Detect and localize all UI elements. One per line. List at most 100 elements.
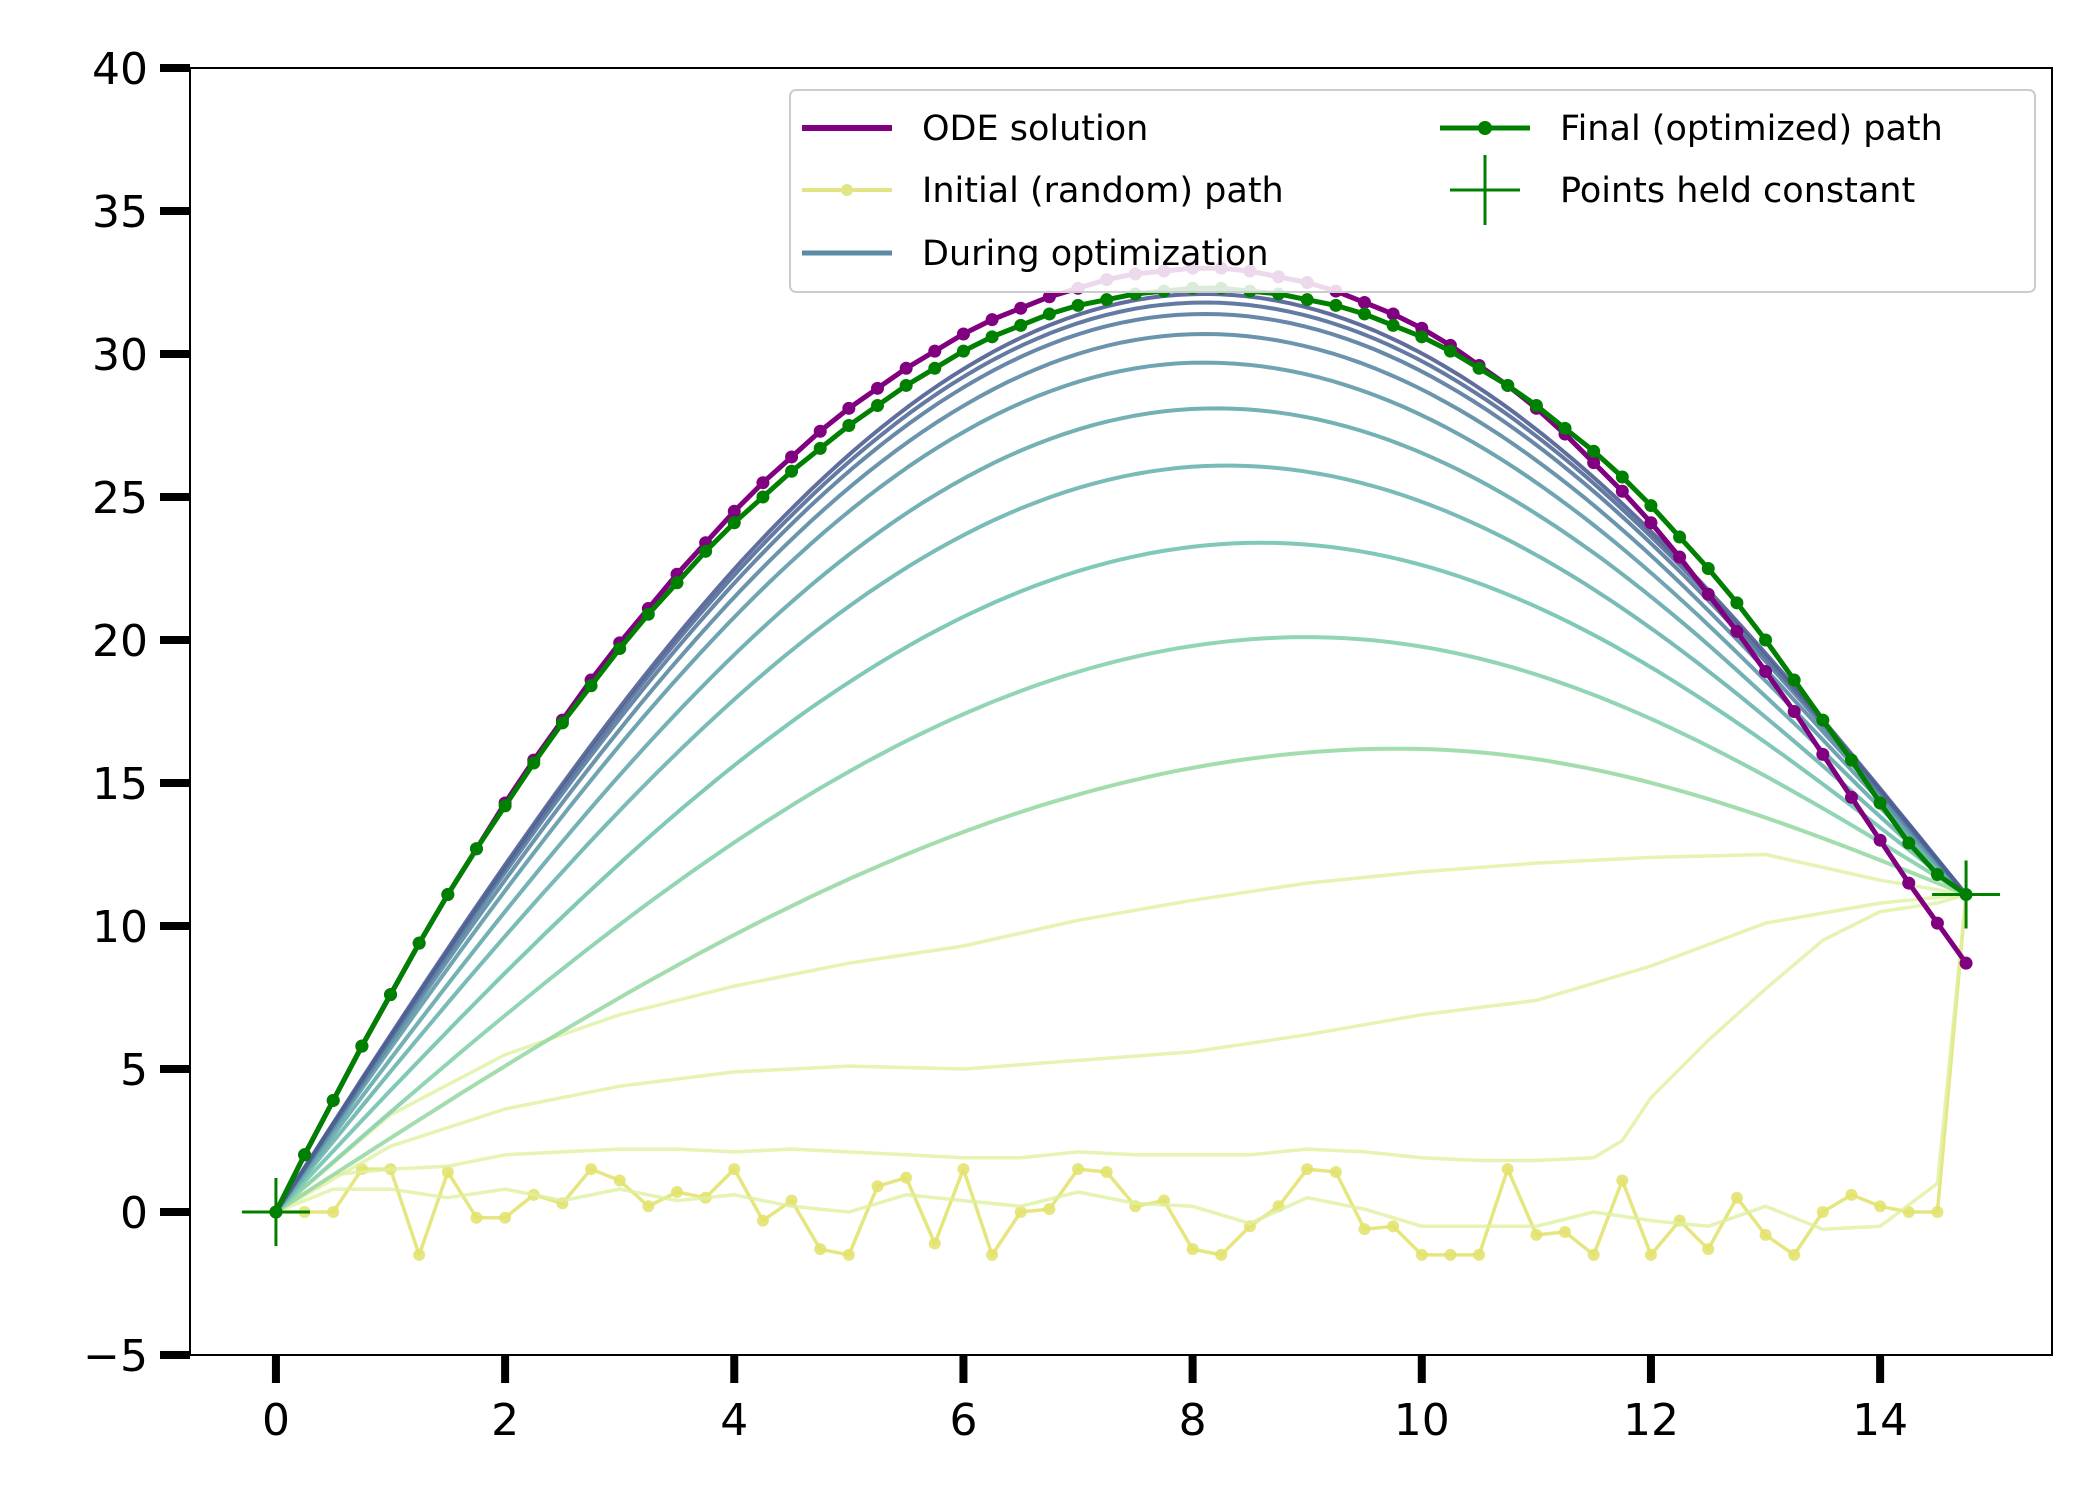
initial-path-point [900, 1171, 913, 1184]
ode-solution-point [1730, 624, 1744, 638]
ode-solution-point [1587, 456, 1601, 470]
final-path-point [785, 464, 799, 478]
ode-solution-point [1615, 484, 1629, 498]
y-tick-label: 25 [92, 473, 148, 524]
optimization-path-line [274, 540, 1968, 1214]
initial-path-point [1702, 1243, 1715, 1256]
final-path-point [584, 679, 598, 693]
initial-path-point [1788, 1248, 1801, 1261]
x-tick-label: 2 [491, 1395, 519, 1446]
initial-path-point [728, 1163, 741, 1176]
final-path-point [1844, 753, 1858, 767]
ode-solution-point [1014, 301, 1028, 315]
final-path-point [899, 378, 913, 392]
final-path-point [1644, 499, 1658, 513]
initial-path-point [1931, 1206, 1944, 1218]
final-path-point [670, 576, 684, 590]
final-path-point [1529, 398, 1543, 412]
final-path-point [756, 490, 770, 504]
legend-marker-final-path [1478, 121, 1492, 135]
initial-path-point [1587, 1248, 1600, 1261]
final-path-point [641, 607, 655, 621]
initial-path-point [499, 1211, 512, 1224]
initial-path-point [785, 1194, 798, 1207]
y-tick-label: 0 [120, 1188, 148, 1239]
ode-solution-point [1959, 956, 1973, 970]
final-path-point [469, 842, 483, 856]
initial-path-point [1559, 1226, 1572, 1239]
final-path-point [871, 398, 885, 412]
initial-path-line [275, 892, 1967, 1214]
final-path-point [1386, 318, 1400, 332]
ode-solution-point [1386, 307, 1400, 321]
optimization-path-line [274, 331, 1968, 1214]
final-path-point [1415, 330, 1429, 344]
final-path-point [928, 361, 942, 375]
initial-path-point [1100, 1165, 1113, 1178]
final-path-point [1100, 293, 1114, 307]
y-tick-label: −5 [83, 1331, 148, 1382]
final-path-point [1357, 307, 1371, 321]
ode-solution-point [1816, 747, 1830, 761]
y-tick-label: 15 [92, 759, 148, 810]
x-tick-label: 6 [949, 1395, 977, 1446]
initial-path-line [275, 894, 1968, 1231]
ode-solution-point [1873, 833, 1887, 847]
ode-solution-point [727, 504, 741, 518]
final-path-point [555, 716, 569, 730]
ode-solution-point [1787, 705, 1801, 718]
final-path-point [1615, 470, 1629, 484]
final-path-point [441, 888, 455, 902]
final-path-point [842, 419, 856, 432]
final-path-point [1701, 562, 1715, 575]
initial-path-point [1329, 1165, 1342, 1178]
y-tick-label: 30 [92, 330, 148, 381]
plot-frame [189, 67, 2053, 1356]
ode-solution-point [1844, 790, 1858, 804]
final-path-point [326, 1093, 340, 1107]
x-tick-label: 12 [1623, 1395, 1679, 1446]
y-tick-label: 10 [92, 902, 148, 953]
initial-path-point [814, 1243, 827, 1256]
initial-path-point [1730, 1191, 1743, 1204]
initial-path-point [756, 1214, 769, 1227]
initial-path-point [1616, 1174, 1629, 1187]
ode-solution-point [1673, 550, 1687, 564]
final-path-point [1071, 298, 1085, 312]
final-path-point [1443, 344, 1457, 358]
ode-solution-point [1759, 664, 1773, 678]
x-tick-label: 14 [1852, 1395, 1908, 1446]
ode-solution-point [842, 401, 856, 415]
initial-path-line [274, 852, 1967, 1214]
final-path-point [1787, 673, 1801, 687]
initial-path-point [642, 1200, 655, 1213]
x-tick-label: 4 [720, 1395, 748, 1446]
initial-path-point [670, 1185, 683, 1198]
final-path-point [384, 988, 398, 1002]
initial-path-point [1874, 1200, 1887, 1213]
ode-solution-point [1902, 876, 1916, 890]
ode-solution-point [1644, 516, 1658, 530]
legend-label-ode-solution: ODE solution [922, 109, 1148, 149]
initial-path-point [327, 1206, 340, 1218]
ode-solution-point [871, 381, 885, 395]
initial-path-point [1387, 1220, 1400, 1233]
final-path-point [1300, 293, 1314, 307]
final-path-point [1902, 836, 1916, 850]
optimization-path-line [274, 300, 1968, 1214]
optimization-path-line [274, 406, 1968, 1214]
legend-label-during-optimization: During optimization [922, 234, 1269, 274]
y-tick-label: 5 [120, 1045, 148, 1096]
initial-path-point [1215, 1248, 1228, 1261]
ode-solution-point [756, 476, 770, 490]
legend-label-initial-path: Initial (random) path [922, 171, 1284, 211]
final-path-point [1673, 530, 1687, 544]
initial-path-point [1186, 1243, 1199, 1256]
final-path-point [1873, 796, 1887, 810]
initial-path-point [1444, 1248, 1457, 1261]
legend-label-final-path: Final (optimized) path [1560, 109, 1943, 149]
final-path-line [273, 285, 1968, 1214]
initial-path-point [470, 1211, 483, 1224]
initial-path-point [1644, 1248, 1657, 1261]
